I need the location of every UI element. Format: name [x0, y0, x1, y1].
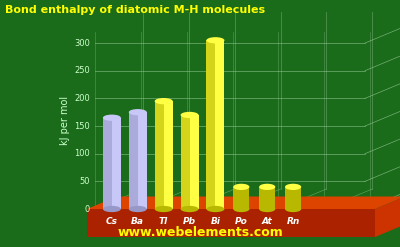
- Text: Ba: Ba: [131, 217, 144, 226]
- Polygon shape: [155, 101, 173, 209]
- Ellipse shape: [129, 109, 147, 115]
- Ellipse shape: [259, 184, 275, 190]
- Polygon shape: [375, 197, 400, 237]
- Polygon shape: [87, 209, 375, 237]
- Text: 300: 300: [74, 39, 90, 48]
- Text: Bi: Bi: [210, 217, 220, 226]
- Polygon shape: [259, 187, 275, 209]
- Ellipse shape: [206, 206, 224, 212]
- Ellipse shape: [259, 206, 275, 212]
- Polygon shape: [103, 118, 121, 209]
- Ellipse shape: [233, 184, 250, 190]
- Polygon shape: [180, 115, 190, 209]
- Text: 250: 250: [74, 66, 90, 75]
- Ellipse shape: [103, 115, 121, 121]
- Ellipse shape: [206, 37, 224, 43]
- Text: 0: 0: [85, 205, 90, 213]
- Text: 150: 150: [74, 122, 90, 130]
- Ellipse shape: [155, 98, 173, 104]
- Polygon shape: [103, 118, 112, 209]
- Text: 50: 50: [80, 177, 90, 186]
- Text: www.webelements.com: www.webelements.com: [117, 226, 283, 239]
- Text: Cs: Cs: [106, 217, 118, 226]
- Ellipse shape: [285, 184, 301, 190]
- Ellipse shape: [233, 206, 250, 212]
- Ellipse shape: [129, 206, 147, 212]
- Text: 200: 200: [74, 94, 90, 103]
- Polygon shape: [87, 197, 400, 209]
- Polygon shape: [180, 115, 198, 209]
- Polygon shape: [129, 112, 147, 209]
- Ellipse shape: [180, 206, 198, 212]
- Text: 100: 100: [74, 149, 90, 158]
- Text: Bond enthalpy of diatomic M-H molecules: Bond enthalpy of diatomic M-H molecules: [5, 5, 265, 15]
- Polygon shape: [233, 187, 250, 209]
- Polygon shape: [206, 40, 224, 209]
- Text: Pb: Pb: [183, 217, 196, 226]
- Ellipse shape: [155, 206, 173, 212]
- Text: Rn: Rn: [286, 217, 300, 226]
- Text: Tl: Tl: [159, 217, 168, 226]
- Polygon shape: [129, 112, 138, 209]
- Text: kJ per mol: kJ per mol: [60, 96, 70, 145]
- Polygon shape: [206, 40, 216, 209]
- Ellipse shape: [180, 112, 198, 118]
- Polygon shape: [285, 187, 301, 209]
- Text: At: At: [262, 217, 272, 226]
- Text: Po: Po: [235, 217, 248, 226]
- Polygon shape: [155, 101, 164, 209]
- Ellipse shape: [285, 206, 301, 212]
- Ellipse shape: [103, 206, 121, 212]
